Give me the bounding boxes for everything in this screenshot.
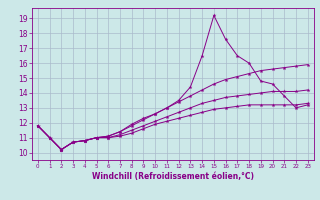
X-axis label: Windchill (Refroidissement éolien,°C): Windchill (Refroidissement éolien,°C)	[92, 172, 254, 181]
